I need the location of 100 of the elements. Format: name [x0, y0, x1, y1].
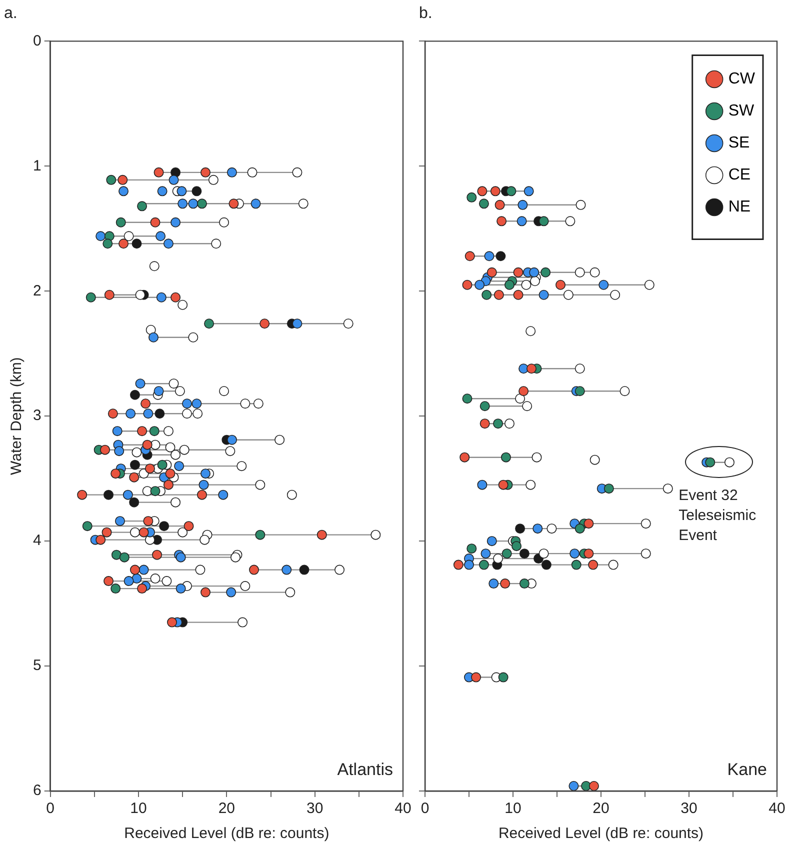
point [477, 480, 488, 490]
point [138, 564, 149, 575]
point [541, 560, 552, 570]
x-tick-label: 40 [394, 800, 412, 818]
point [316, 530, 327, 540]
point [130, 564, 140, 575]
annotation: Event 32 Teleseismic Event [678, 486, 757, 544]
point [228, 198, 239, 209]
point [188, 198, 198, 209]
point [604, 484, 614, 494]
annotation: Atlantis [337, 760, 393, 780]
x-tick-label: 30 [306, 800, 324, 818]
annotation: Kane [727, 760, 767, 780]
point [238, 617, 248, 628]
point [292, 167, 302, 178]
point [170, 292, 181, 302]
point [198, 480, 209, 490]
point [285, 587, 296, 598]
point [532, 452, 542, 462]
point [480, 418, 490, 429]
point [480, 401, 490, 412]
y-tick-label: 3 [33, 407, 42, 424]
point [480, 548, 491, 559]
point [529, 267, 540, 278]
point [179, 444, 190, 455]
point [138, 527, 149, 538]
point [184, 521, 194, 532]
y-tick-label: 6 [33, 782, 42, 800]
point [116, 217, 126, 228]
point [343, 318, 354, 329]
point [167, 617, 178, 628]
point [150, 217, 160, 228]
point [247, 167, 258, 178]
x-tick-label: 10 [504, 800, 522, 818]
point [576, 200, 586, 210]
point [200, 534, 210, 545]
point [515, 524, 526, 534]
point [570, 548, 580, 559]
point [513, 290, 524, 300]
point [114, 516, 125, 526]
point [119, 552, 130, 562]
point [608, 560, 618, 570]
point [522, 401, 532, 412]
legend-label: SE [728, 134, 750, 152]
point [610, 290, 620, 300]
point [521, 280, 532, 290]
point [500, 578, 510, 589]
point [77, 490, 88, 500]
point [82, 521, 92, 532]
point [170, 497, 181, 508]
point [538, 548, 549, 559]
point [132, 447, 142, 458]
point [478, 198, 489, 209]
point [102, 238, 113, 249]
point [574, 386, 585, 396]
point [504, 280, 514, 290]
point [108, 408, 118, 419]
point [240, 581, 250, 592]
x-tick-label: 40 [768, 800, 786, 818]
point [453, 560, 464, 570]
point [568, 781, 579, 791]
y-tick-label: 1 [33, 157, 42, 174]
point [96, 231, 106, 242]
point [130, 527, 140, 538]
point [176, 584, 186, 594]
point [230, 552, 240, 562]
point [218, 490, 228, 500]
point [588, 560, 598, 570]
point [192, 186, 202, 196]
point [464, 251, 475, 262]
point [236, 461, 247, 472]
point [598, 280, 609, 290]
point [640, 518, 651, 529]
point [462, 280, 472, 290]
point [488, 578, 499, 589]
point [129, 497, 140, 508]
point [129, 472, 140, 482]
point [192, 398, 202, 409]
chart-title: a. [4, 5, 18, 22]
point [200, 167, 211, 178]
point [162, 576, 172, 586]
point [110, 584, 121, 594]
point [518, 386, 529, 396]
point [253, 398, 264, 409]
point [584, 548, 594, 559]
point [157, 186, 168, 196]
point [538, 290, 549, 300]
point [512, 541, 522, 552]
point [188, 332, 198, 342]
point [178, 198, 188, 209]
point [513, 267, 524, 278]
point [182, 398, 192, 409]
point [150, 486, 160, 496]
point [182, 408, 192, 419]
point [165, 442, 176, 452]
legend-label: CE [728, 166, 751, 184]
point [370, 530, 381, 540]
point [154, 167, 164, 178]
y-tick-label: 4 [33, 532, 42, 550]
point [464, 560, 474, 570]
